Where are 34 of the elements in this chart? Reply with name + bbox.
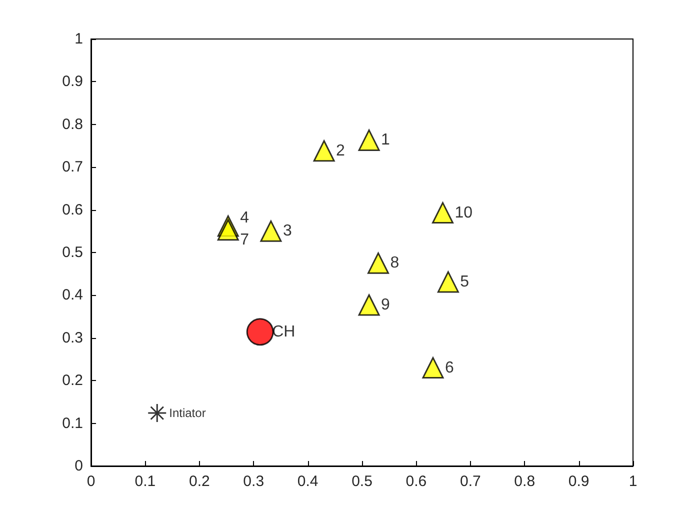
y-tick-label: 0.3 (62, 329, 83, 346)
annotation: 8 (390, 254, 400, 272)
x-tick-label: 0.2 (188, 473, 210, 490)
x-tick-label: 0.6 (406, 473, 427, 490)
annotation: 2 (336, 142, 346, 160)
y-tick-label: 0.9 (62, 73, 83, 90)
x-tick-label: 0.5 (352, 473, 372, 490)
y-tick-label: 0.7 (62, 158, 83, 176)
x-tick-label: 0 (86, 473, 96, 490)
x-tick-label: 0.1 (134, 473, 156, 490)
y-tick-label: 0.2 (62, 372, 83, 390)
y-tick-label: 1 (74, 30, 83, 48)
x-tick-label: 0.8 (514, 473, 536, 490)
y-tick-label: 0.4 (62, 286, 83, 304)
x-tick-label: 0.3 (243, 473, 264, 490)
y-tick-label: 0.5 (62, 244, 83, 261)
annotation: 1 (381, 132, 390, 149)
y-tick-label: 0 (74, 458, 83, 474)
y-tick-label: 0.6 (62, 201, 83, 218)
annotation: 7 (240, 231, 250, 248)
annotation: CH (272, 323, 296, 340)
x-tick-label: 1 (628, 473, 638, 490)
annotation: 10 (454, 204, 473, 222)
x-tick-label: 0.7 (460, 473, 481, 490)
x-tick-label: 0.4 (297, 473, 318, 490)
x-tick-label: 0.9 (568, 473, 590, 490)
annotation: Intiator (169, 406, 206, 420)
annotation: 3 (282, 222, 292, 240)
annotation: 5 (460, 273, 470, 290)
annotation: 4 (240, 210, 250, 227)
annotation: 6 (445, 359, 454, 376)
y-tick-label: 0.1 (62, 414, 83, 432)
annotation: 9 (381, 296, 390, 314)
y-tick-label: 0.8 (62, 116, 83, 133)
